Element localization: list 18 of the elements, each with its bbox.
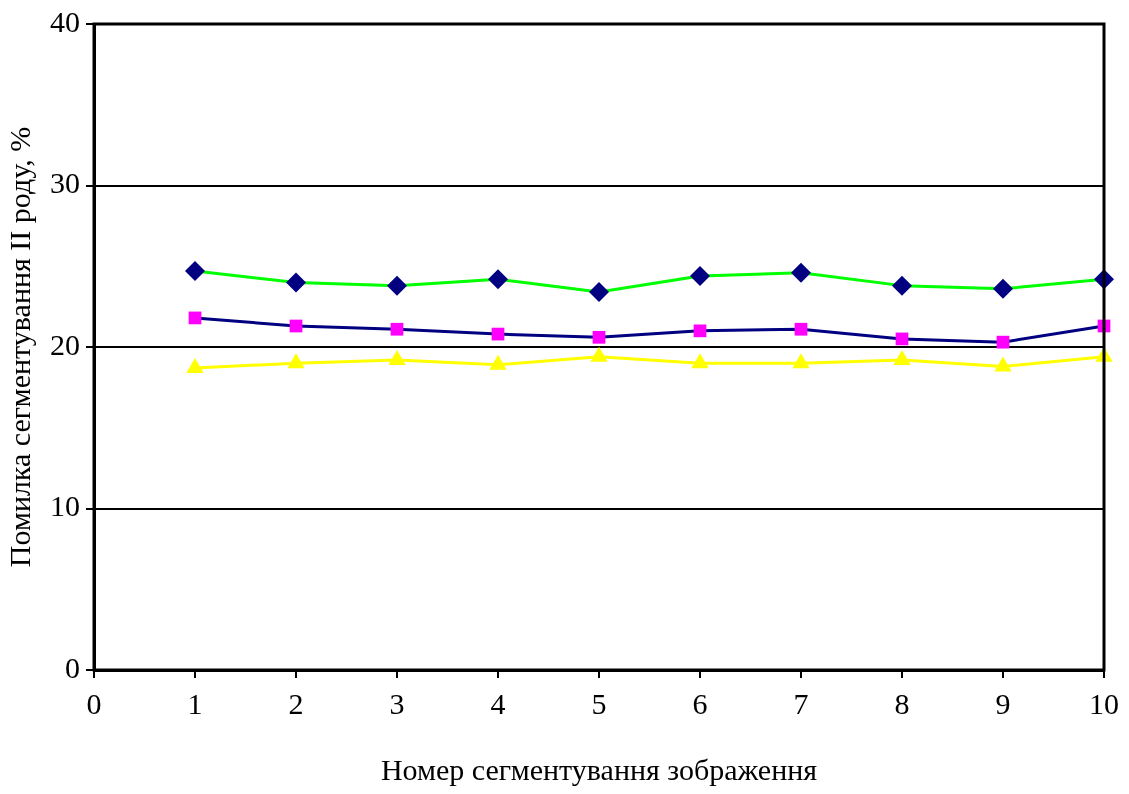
x-axis-title: Номер сегментування зображення — [380, 752, 818, 786]
x-tick-label: 5 — [591, 686, 607, 720]
y-tick-label: 0 — [65, 650, 80, 684]
x-tick-label: 7 — [793, 686, 809, 720]
x-tick-label: 0 — [86, 686, 102, 720]
x-tick-label: 4 — [490, 686, 506, 720]
y-tick-label: 40 — [50, 4, 80, 38]
x-tick-label: 9 — [995, 686, 1011, 720]
x-tick-label: 8 — [894, 686, 910, 720]
x-tick-label: 2 — [288, 686, 304, 720]
x-tick-label: 3 — [389, 686, 405, 720]
y-tick-label: 30 — [50, 166, 80, 200]
y-tick-label: 20 — [50, 327, 80, 361]
y-axis-title: Помилка сегментування II роду, % — [2, 126, 36, 568]
x-tick-label: 10 — [1089, 686, 1119, 720]
x-tick-label: 6 — [692, 686, 708, 720]
x-tick-label: 1 — [187, 686, 203, 720]
y-tick-label: 10 — [50, 489, 80, 523]
